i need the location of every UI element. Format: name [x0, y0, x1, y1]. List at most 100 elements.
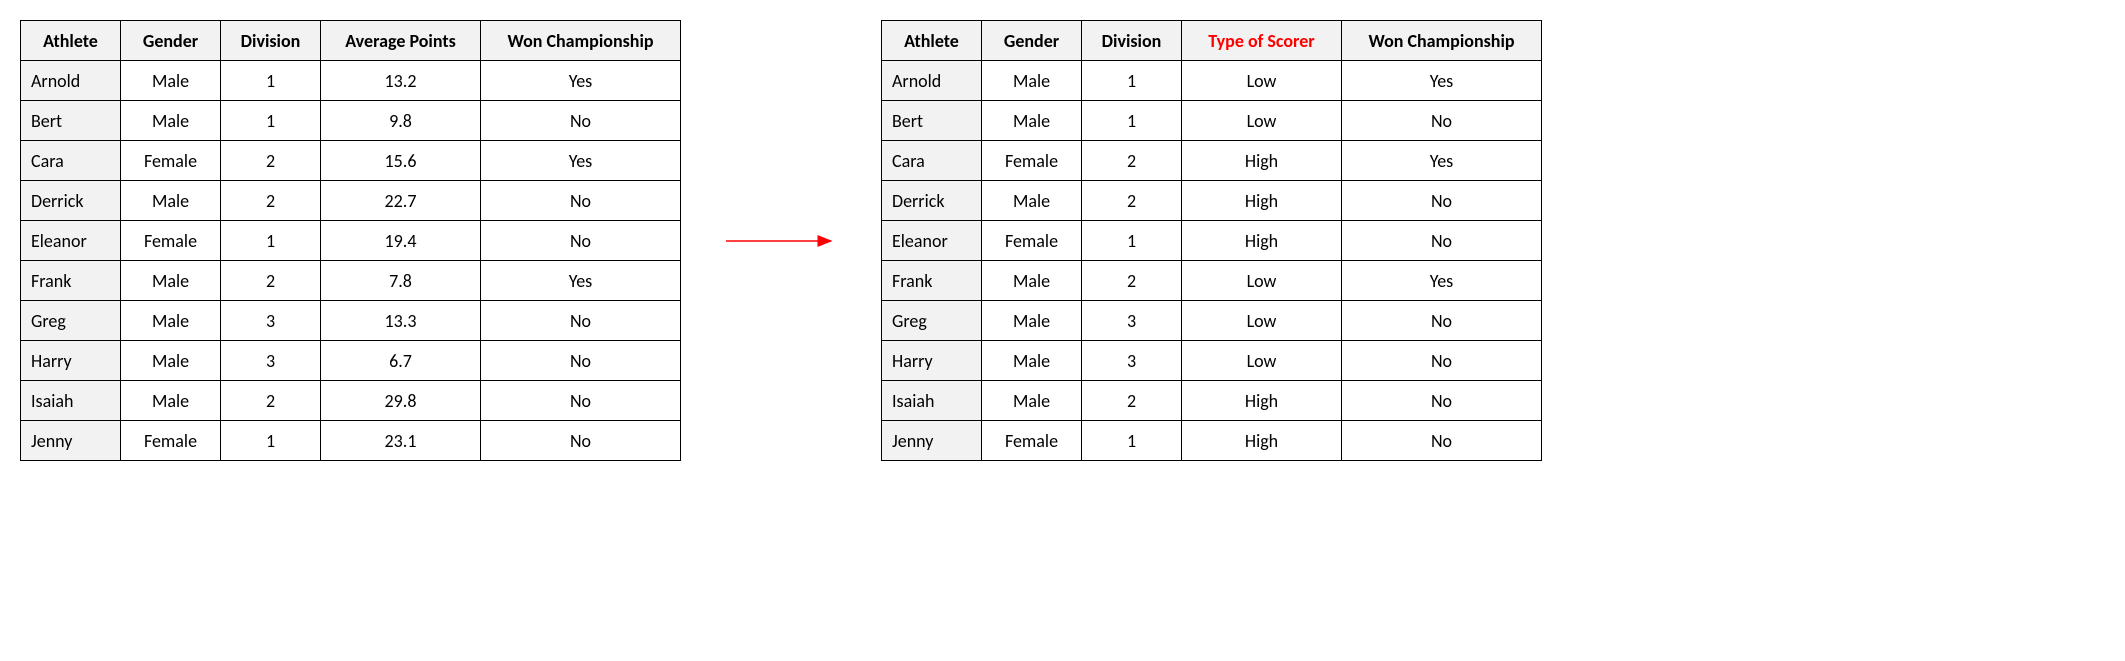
table-cell: Derrick — [882, 181, 982, 221]
table-row: ArnoldMale1LowYes — [882, 61, 1542, 101]
table-cell: Low — [1182, 261, 1342, 301]
table-cell: Yes — [1342, 61, 1542, 101]
table-cell: Bert — [882, 101, 982, 141]
table-cell: Jenny — [21, 421, 121, 461]
table-cell: Male — [982, 61, 1082, 101]
table-cell: Male — [121, 181, 221, 221]
table-row: JennyFemale1HighNo — [882, 421, 1542, 461]
table-cell: Arnold — [882, 61, 982, 101]
table-cell: 6.7 — [321, 341, 481, 381]
table-cell: Jenny — [882, 421, 982, 461]
table-cell: Cara — [21, 141, 121, 181]
table-cell: Cara — [882, 141, 982, 181]
table-cell: Male — [982, 181, 1082, 221]
comparison-container: Athlete Gender Division Average Points W… — [20, 20, 2105, 461]
table-cell: Eleanor — [21, 221, 121, 261]
table-cell: 7.8 — [321, 261, 481, 301]
table-cell: Male — [982, 101, 1082, 141]
table-cell: Derrick — [21, 181, 121, 221]
table-cell: No — [481, 381, 681, 421]
table-cell: Female — [121, 141, 221, 181]
left-col-wonchamp: Won Championship — [481, 21, 681, 61]
right-table-header-row: Athlete Gender Division Type of Scorer W… — [882, 21, 1542, 61]
table-cell: Male — [121, 101, 221, 141]
table-cell: 29.8 — [321, 381, 481, 421]
table-row: GregMale3LowNo — [882, 301, 1542, 341]
table-cell: 1 — [1082, 421, 1182, 461]
table-cell: Isaiah — [882, 381, 982, 421]
right-col-wonchamp: Won Championship — [1342, 21, 1542, 61]
table-cell: Male — [121, 61, 221, 101]
left-table-header-row: Athlete Gender Division Average Points W… — [21, 21, 681, 61]
table-cell: 1 — [1082, 61, 1182, 101]
table-cell: Isaiah — [21, 381, 121, 421]
table-cell: High — [1182, 381, 1342, 421]
table-cell: Male — [121, 381, 221, 421]
table-cell: Frank — [882, 261, 982, 301]
table-row: IsaiahMale229.8No — [21, 381, 681, 421]
table-cell: Male — [121, 301, 221, 341]
table-cell: 2 — [1082, 381, 1182, 421]
table-cell: High — [1182, 421, 1342, 461]
table-cell: Female — [982, 221, 1082, 261]
table-cell: Yes — [481, 261, 681, 301]
table-cell: 1 — [1082, 101, 1182, 141]
table-cell: Arnold — [21, 61, 121, 101]
table-cell: Female — [121, 221, 221, 261]
table-cell: Low — [1182, 301, 1342, 341]
table-cell: Male — [982, 381, 1082, 421]
table-cell: No — [1342, 341, 1542, 381]
table-row: CaraFemale215.6Yes — [21, 141, 681, 181]
table-cell: Female — [982, 141, 1082, 181]
table-cell: Male — [982, 301, 1082, 341]
table-row: BertMale19.8No — [21, 101, 681, 141]
table-cell: No — [481, 301, 681, 341]
table-cell: Frank — [21, 261, 121, 301]
table-cell: High — [1182, 141, 1342, 181]
table-cell: No — [481, 341, 681, 381]
table-cell: No — [1342, 421, 1542, 461]
table-cell: 9.8 — [321, 101, 481, 141]
table-cell: 1 — [1082, 221, 1182, 261]
table-cell: High — [1182, 181, 1342, 221]
left-col-athlete: Athlete — [21, 21, 121, 61]
table-row: EleanorFemale1HighNo — [882, 221, 1542, 261]
table-cell: 1 — [221, 221, 321, 261]
table-cell: High — [1182, 221, 1342, 261]
table-cell: No — [481, 421, 681, 461]
table-cell: Yes — [1342, 261, 1542, 301]
table-cell: Low — [1182, 61, 1342, 101]
table-cell: No — [1342, 381, 1542, 421]
table-cell: Bert — [21, 101, 121, 141]
table-cell: 3 — [221, 341, 321, 381]
table-cell: 3 — [1082, 301, 1182, 341]
table-cell: 2 — [1082, 261, 1182, 301]
table-cell: Yes — [1342, 141, 1542, 181]
table-cell: 15.6 — [321, 141, 481, 181]
table-cell: Male — [121, 261, 221, 301]
table-cell: 13.2 — [321, 61, 481, 101]
table-row: IsaiahMale2HighNo — [882, 381, 1542, 421]
table-cell: No — [1342, 221, 1542, 261]
table-cell: No — [1342, 101, 1542, 141]
table-cell: No — [1342, 301, 1542, 341]
table-cell: No — [1342, 181, 1542, 221]
left-col-gender: Gender — [121, 21, 221, 61]
table-cell: 2 — [221, 141, 321, 181]
table-row: HarryMale3LowNo — [882, 341, 1542, 381]
table-row: FrankMale27.8Yes — [21, 261, 681, 301]
table-cell: 1 — [221, 421, 321, 461]
table-cell: 1 — [221, 61, 321, 101]
arrow-container — [721, 231, 841, 251]
table-row: DerrickMale222.7No — [21, 181, 681, 221]
table-cell: Female — [982, 421, 1082, 461]
table-row: CaraFemale2HighYes — [882, 141, 1542, 181]
table-cell: 19.4 — [321, 221, 481, 261]
table-cell: Harry — [882, 341, 982, 381]
left-table-body: ArnoldMale113.2YesBertMale19.8NoCaraFema… — [21, 61, 681, 461]
table-cell: 2 — [1082, 181, 1182, 221]
table-cell: 2 — [1082, 141, 1182, 181]
table-cell: 22.7 — [321, 181, 481, 221]
table-cell: Male — [982, 261, 1082, 301]
table-cell: Yes — [481, 141, 681, 181]
